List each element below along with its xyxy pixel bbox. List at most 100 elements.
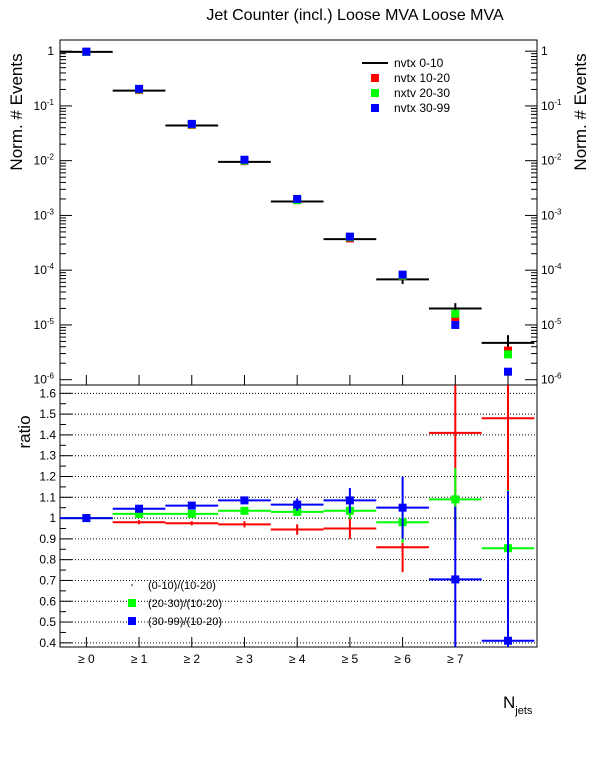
x-tick-label: ≥ 6: [394, 652, 411, 666]
legend-label: nvtx 30-99: [394, 101, 450, 115]
ratio-legend-label: (20-30)/(10-20): [148, 598, 222, 610]
x-ticks: ≥ 0 ≥ 1 ≥ 2 ≥ 3 ≥ 4 ≥ 5 ≥ 6 ≥ 7: [78, 375, 509, 666]
ratio-point: [451, 575, 460, 584]
x-axis-label: Njets: [503, 693, 533, 717]
ratio-tick-label: 1.6: [39, 386, 56, 400]
top-tick-label-base: 10: [34, 208, 48, 222]
top-tick-label-exp: -6: [47, 372, 55, 381]
bottom-panel: 0.4 0.5 0.6 0.7 0.8 0.9 1 1.1 1.2 1.3 1.4 1.5 1.6 ≥ …: [15, 375, 538, 717]
top-tick-label-base: 10: [34, 373, 48, 387]
x-axis-label-base: N: [503, 693, 515, 712]
ratio-legend-dot-icon: [131, 584, 133, 586]
legend-square-icon: [371, 104, 379, 112]
ratio-tick-label: 1: [49, 511, 56, 525]
top-point-nvtx-30-99: [240, 155, 249, 164]
top-y-axis-label: Norm. # Events: [7, 53, 26, 170]
ratio-point: [187, 501, 196, 510]
ratio-tick-label: 0.8: [39, 553, 56, 567]
ratio-tick-label: 0.9: [39, 532, 56, 546]
top-tick-label-left: 10-1: [34, 98, 55, 113]
ratio-point: [504, 636, 513, 645]
top-tick-label-left: 10-4: [34, 262, 55, 277]
bottom-series: [60, 385, 535, 647]
ratio-point: [135, 504, 144, 513]
legend-label: nvtx 10-20: [394, 71, 450, 85]
top-panel: 1 110-1 10-110-2 10-210-3 10-310-4 10-410-5 10…: [7, 39, 590, 387]
top-tick-label-exp: -4: [47, 262, 55, 271]
top-tick-label-exp: -4: [554, 262, 562, 271]
x-tick-label: ≥ 2: [183, 652, 200, 666]
ratio-legend-label: (30-99)/(10-20): [148, 616, 222, 628]
ratio-point: [451, 495, 460, 504]
top-tick-label-left: 10-6: [34, 372, 55, 387]
ratio-tick-label: 1.5: [39, 407, 56, 421]
top-point-nvtx-30-99: [187, 119, 196, 128]
top-tick-label-right: 10-1: [541, 98, 562, 113]
x-tick-label: ≥ 1: [131, 652, 148, 666]
top-tick-label-right: 10-3: [541, 207, 562, 222]
top-tick-label-exp: -5: [554, 317, 562, 326]
ratio-tick-label: 1.3: [39, 449, 56, 463]
legend-label: nxtv 20-30: [394, 86, 450, 100]
top-tick-label-exp: -3: [554, 207, 562, 216]
bottom-y-ticks: 0.4 0.5 0.6 0.7 0.8 0.9 1 1.1 1.2 1.3 1.4 1.5 1.6: [39, 386, 72, 650]
ratio-tick-label: 1.2: [39, 469, 56, 483]
ratio-point: [135, 509, 144, 518]
ratio-point: [293, 500, 302, 509]
ratio-legend-label: (0-10)/(10-20): [148, 580, 216, 592]
top-tick-label-base: 10: [541, 99, 555, 113]
x-tick-label: ≥ 3: [236, 652, 253, 666]
top-point-nvtx-30-99: [398, 270, 407, 279]
ratio-point: [240, 506, 249, 515]
top-tick-label-exp: -1: [47, 98, 55, 107]
top-point-nvtx-30-99: [293, 194, 302, 203]
top-tick-label-exp: -1: [554, 98, 562, 107]
top-tick-label-right: 10-4: [541, 262, 562, 277]
top-point-nvtx-30-99: [345, 232, 354, 241]
x-tick-label: ≥ 7: [447, 652, 464, 666]
top-tick-label-exp: -3: [47, 207, 55, 216]
top-tick-label-exp: -2: [47, 153, 55, 162]
top-tick-label-base: 10: [541, 208, 555, 222]
top-tick-label-exp: -6: [554, 372, 562, 381]
top-tick-label-base: 10: [541, 373, 555, 387]
top-point-nvtx-30-99: [135, 84, 144, 93]
top-tick-label-base: 1: [47, 44, 54, 58]
top-tick-label-base: 10: [541, 318, 555, 332]
legend-square-icon: [371, 74, 379, 82]
ratio-tick-label: 0.6: [39, 594, 56, 608]
top-tick-label-left: 10-2: [34, 153, 55, 168]
top-tick-label-right: 10-2: [541, 153, 562, 168]
ratio-tick-label: 0.7: [39, 573, 56, 587]
bottom-frame: [59, 384, 538, 648]
top-point-nvtx-30-99: [504, 367, 513, 376]
x-tick-label: ≥ 4: [289, 652, 306, 666]
top-tick-label-base: 10: [541, 154, 555, 168]
top-tick-label-right: 10-6: [541, 372, 562, 387]
bottom-legend: (0-10)/(10-20) (20-30)/(10-20) (30-99)/(10…: [128, 580, 222, 628]
top-tick-label-left: 10-5: [34, 317, 55, 332]
ratio-tick-label: 1.4: [39, 428, 56, 442]
chart-title: Jet Counter (incl.) Loose MVA Loose MVA: [206, 7, 504, 24]
ratio-y-axis-label: ratio: [15, 415, 34, 448]
top-tick-label-base: 1: [541, 44, 548, 58]
ratio-point: [240, 496, 249, 505]
ratio-legend-square-icon: [128, 599, 136, 607]
top-y-ticks: 1 110-1 10-110-2 10-210-3 10-310-4 10-410-5 10…: [34, 44, 563, 387]
x-tick-label: ≥ 5: [342, 652, 359, 666]
top-tick-label-base: 10: [541, 263, 555, 277]
top-y-axis-label-right: Norm. # Events: [571, 53, 590, 170]
top-tick-label-left: 1: [47, 44, 54, 58]
ratio-tick-label: 0.4: [39, 636, 56, 650]
ratio-point: [345, 496, 354, 505]
top-tick-label-base: 10: [34, 99, 48, 113]
top-tick-label-exp: -5: [47, 317, 55, 326]
top-point-nxtv-20-30: [504, 350, 513, 359]
top-point-nxtv-20-30: [451, 309, 460, 318]
x-tick-label: ≥ 0: [78, 652, 95, 666]
top-tick-label-base: 10: [34, 154, 48, 168]
top-point-nvtx-30-99: [451, 320, 460, 329]
top-tick-label-right: 1: [541, 44, 548, 58]
